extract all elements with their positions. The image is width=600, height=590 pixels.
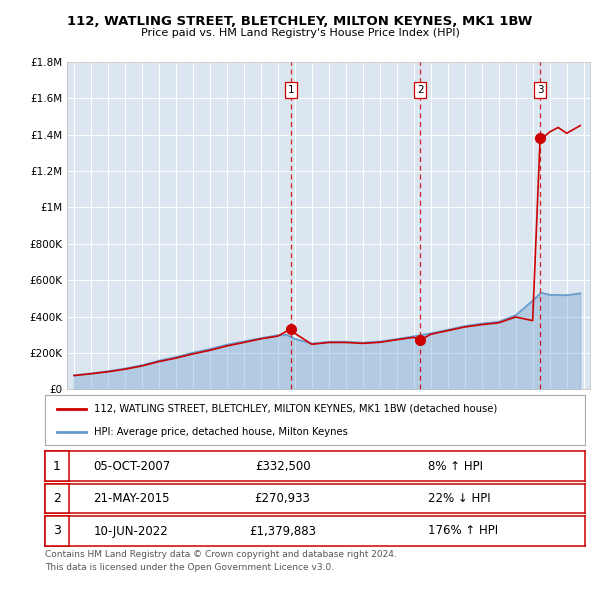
Text: 3: 3 — [53, 525, 61, 537]
Text: 112, WATLING STREET, BLETCHLEY, MILTON KEYNES, MK1 1BW: 112, WATLING STREET, BLETCHLEY, MILTON K… — [67, 15, 533, 28]
Text: Contains HM Land Registry data © Crown copyright and database right 2024.: Contains HM Land Registry data © Crown c… — [45, 550, 397, 559]
Text: This data is licensed under the Open Government Licence v3.0.: This data is licensed under the Open Gov… — [45, 563, 334, 572]
Text: 112, WATLING STREET, BLETCHLEY, MILTON KEYNES, MK1 1BW (detached house): 112, WATLING STREET, BLETCHLEY, MILTON K… — [94, 404, 497, 414]
Text: 2: 2 — [53, 492, 61, 505]
Text: 3: 3 — [537, 85, 544, 95]
Text: 05-OCT-2007: 05-OCT-2007 — [94, 460, 171, 473]
Text: 176% ↑ HPI: 176% ↑ HPI — [428, 525, 499, 537]
Text: 22% ↓ HPI: 22% ↓ HPI — [428, 492, 491, 505]
Text: 10-JUN-2022: 10-JUN-2022 — [94, 525, 169, 537]
Text: 1: 1 — [53, 460, 61, 473]
Text: HPI: Average price, detached house, Milton Keynes: HPI: Average price, detached house, Milt… — [94, 427, 347, 437]
Text: Price paid vs. HM Land Registry's House Price Index (HPI): Price paid vs. HM Land Registry's House … — [140, 28, 460, 38]
Text: 2: 2 — [417, 85, 424, 95]
Text: 21-MAY-2015: 21-MAY-2015 — [94, 492, 170, 505]
Text: £270,933: £270,933 — [254, 492, 311, 505]
Text: 1: 1 — [287, 85, 294, 95]
Text: 8% ↑ HPI: 8% ↑ HPI — [428, 460, 484, 473]
Text: £332,500: £332,500 — [255, 460, 310, 473]
Text: £1,379,883: £1,379,883 — [249, 525, 316, 537]
